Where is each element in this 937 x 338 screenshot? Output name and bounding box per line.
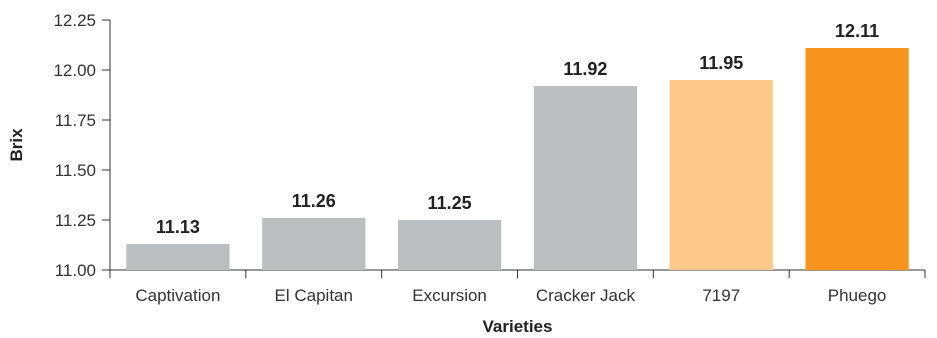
y-tick-label: 11.25 — [55, 211, 96, 230]
value-label: 11.92 — [563, 59, 607, 79]
bar — [262, 218, 366, 270]
x-category-label: 7197 — [702, 286, 740, 305]
bar — [533, 86, 638, 270]
y-tick-label: 12.25 — [53, 11, 96, 30]
x-category-label: Phuego — [828, 286, 887, 305]
x-category-label: El Capitan — [275, 286, 353, 305]
bar — [126, 244, 230, 270]
x-axis-title: Varieties — [483, 317, 553, 336]
value-label: 11.26 — [292, 191, 336, 211]
y-axis-title: Brix — [7, 128, 26, 162]
y-tick-label: 12.00 — [53, 61, 96, 80]
y-tick-label: 11.75 — [55, 111, 96, 130]
bar — [669, 80, 773, 270]
value-label: 11.95 — [699, 53, 743, 73]
y-tick-label: 11.00 — [55, 261, 96, 280]
x-axis: Captivation El Capitan Excursion Cracker Ja… — [109, 269, 926, 305]
x-category-label: Excursion — [412, 286, 487, 305]
x-category-label: Captivation — [135, 286, 220, 305]
y-axis: 11.00 11.25 11.50 11.75 12.00 12.25 — [53, 11, 111, 280]
value-label: 11.25 — [428, 193, 472, 213]
value-label: 11.13 — [156, 217, 200, 237]
bars — [126, 48, 909, 270]
x-category-label: Cracker Jack — [536, 286, 636, 305]
value-label: 12.11 — [835, 21, 879, 41]
value-labels: 11.13 11.26 11.25 11.92 11.95 12.11 — [156, 21, 879, 237]
bar — [805, 48, 909, 270]
bar — [397, 220, 502, 270]
y-tick-label: 11.50 — [55, 161, 96, 180]
